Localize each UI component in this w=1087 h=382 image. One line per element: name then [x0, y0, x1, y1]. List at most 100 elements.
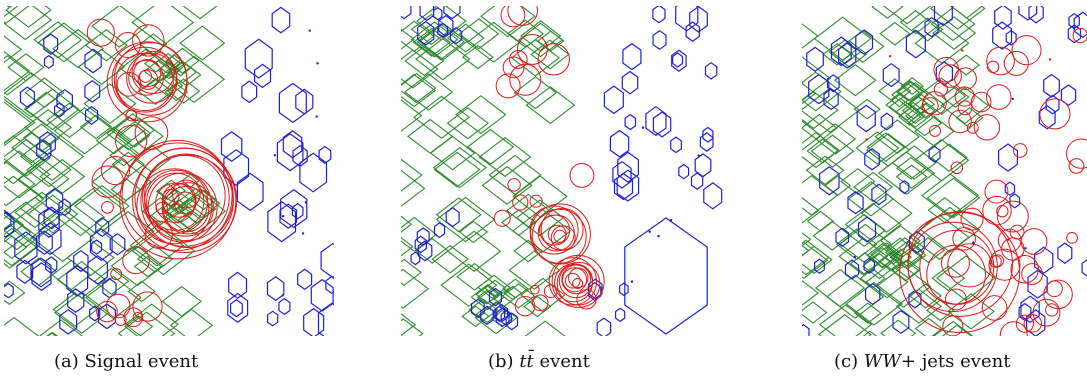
- hexagon-marker: [417, 20, 435, 46]
- dot-marker: [865, 138, 868, 141]
- hexagon-marker: [266, 276, 285, 302]
- circle-marker: [1066, 138, 1087, 169]
- caption-math: WW+: [863, 351, 916, 372]
- event-display-ttbar-svg: [401, 6, 723, 336]
- hexagon-marker: [95, 216, 110, 238]
- diamond-marker: [930, 143, 968, 172]
- hexagon-marker: [624, 217, 708, 335]
- dot-marker: [669, 219, 673, 222]
- circle-marker: [123, 307, 144, 328]
- hexagon-marker: [1073, 11, 1087, 39]
- diamond-marker: [418, 22, 468, 61]
- diamond-marker: [401, 158, 423, 192]
- circle-marker: [981, 295, 1008, 321]
- hexagon-marker: [410, 251, 421, 266]
- diamond-marker: [168, 198, 190, 215]
- diamond-marker: [4, 6, 53, 41]
- hexagon-marker: [802, 323, 810, 336]
- circle-marker: [540, 207, 584, 251]
- circle-marker: [155, 201, 168, 215]
- diamond-marker: [4, 201, 57, 248]
- hexagon-marker: [280, 189, 308, 229]
- hexagon-marker: [1027, 269, 1048, 299]
- circle-marker: [982, 195, 1012, 226]
- circle-marker: [548, 257, 598, 306]
- hexagon-marker: [505, 312, 519, 331]
- diamond-marker: [880, 319, 917, 336]
- caption-label: (b): [488, 351, 514, 372]
- diamond-marker: [802, 120, 822, 151]
- circle-marker: [101, 200, 114, 214]
- hexagon-marker: [488, 287, 503, 307]
- diamond-marker: [865, 265, 909, 299]
- hexagon-marker: [58, 198, 71, 217]
- diamond-marker: [525, 86, 576, 125]
- hexagon-marker: [609, 129, 630, 158]
- circle-marker: [945, 288, 967, 311]
- circle-marker: [960, 207, 984, 231]
- circle-marker: [530, 284, 540, 295]
- hexagon-marker: [694, 153, 712, 178]
- event-display-signal-svg: [4, 6, 334, 336]
- hexagon-marker: [53, 102, 65, 118]
- circle-marker: [1021, 263, 1043, 285]
- diamond-marker: [33, 21, 83, 59]
- circle-marker: [551, 254, 605, 308]
- circle-marker: [119, 142, 237, 260]
- circle-marker: [954, 86, 975, 107]
- hexagon-marker: [297, 268, 313, 291]
- diamond-marker: [847, 181, 895, 217]
- hexagon-marker: [855, 29, 874, 55]
- diamond-marker: [926, 177, 981, 219]
- diamond-marker: [931, 265, 966, 292]
- circle-marker: [948, 109, 972, 134]
- circle-marker: [973, 114, 1001, 141]
- circle-marker: [115, 124, 148, 158]
- diamond-marker: [908, 283, 943, 309]
- diamond-marker: [512, 208, 572, 254]
- diamond-marker: [101, 211, 155, 253]
- diamond-marker: [891, 259, 920, 282]
- circle-marker: [984, 179, 1009, 204]
- hexagon-marker: [91, 239, 103, 255]
- diamond-marker: [911, 237, 946, 264]
- hexagon-marker: [624, 113, 637, 131]
- dot-marker: [657, 234, 660, 238]
- hexagon-marker: [814, 258, 825, 274]
- hexagon-marker: [994, 6, 1012, 30]
- diamond-marker: [940, 86, 990, 125]
- diamond-marker: [113, 116, 147, 143]
- diamond-marker: [435, 197, 482, 233]
- diamond-marker: [4, 35, 23, 64]
- diamond-marker: [802, 197, 820, 224]
- hexagon-marker: [271, 6, 291, 34]
- circle-marker: [1010, 255, 1039, 284]
- circle-marker: [988, 248, 1021, 281]
- hexagon-marker: [417, 240, 433, 262]
- circle-marker: [128, 60, 164, 96]
- circle-marker: [940, 248, 970, 278]
- hexagon-marker: [603, 85, 624, 115]
- hexagon-marker: [1060, 84, 1077, 107]
- dot-marker: [308, 29, 311, 32]
- circle-marker: [86, 18, 115, 47]
- diamond-marker: [93, 267, 130, 295]
- hexagon-marker: [109, 232, 126, 256]
- diamond-marker: [523, 295, 552, 318]
- dot-marker: [281, 294, 284, 297]
- hexagon-marker: [699, 132, 714, 152]
- hexagon-marker: [1020, 295, 1040, 324]
- hexagon-marker: [588, 278, 603, 300]
- circle-marker: [529, 203, 591, 265]
- caption-signal-event: (a) Signal event: [54, 351, 198, 372]
- diamond-marker: [818, 304, 873, 336]
- hexagon-marker: [35, 230, 53, 255]
- circle-marker: [1043, 279, 1073, 310]
- hexagon-marker: [303, 307, 325, 336]
- diamond-marker: [403, 73, 454, 111]
- diamond-marker: [914, 103, 936, 119]
- hexagon-marker: [445, 207, 460, 228]
- diamond-marker: [802, 241, 829, 279]
- diamond-marker: [55, 198, 106, 237]
- circle-marker: [942, 315, 964, 336]
